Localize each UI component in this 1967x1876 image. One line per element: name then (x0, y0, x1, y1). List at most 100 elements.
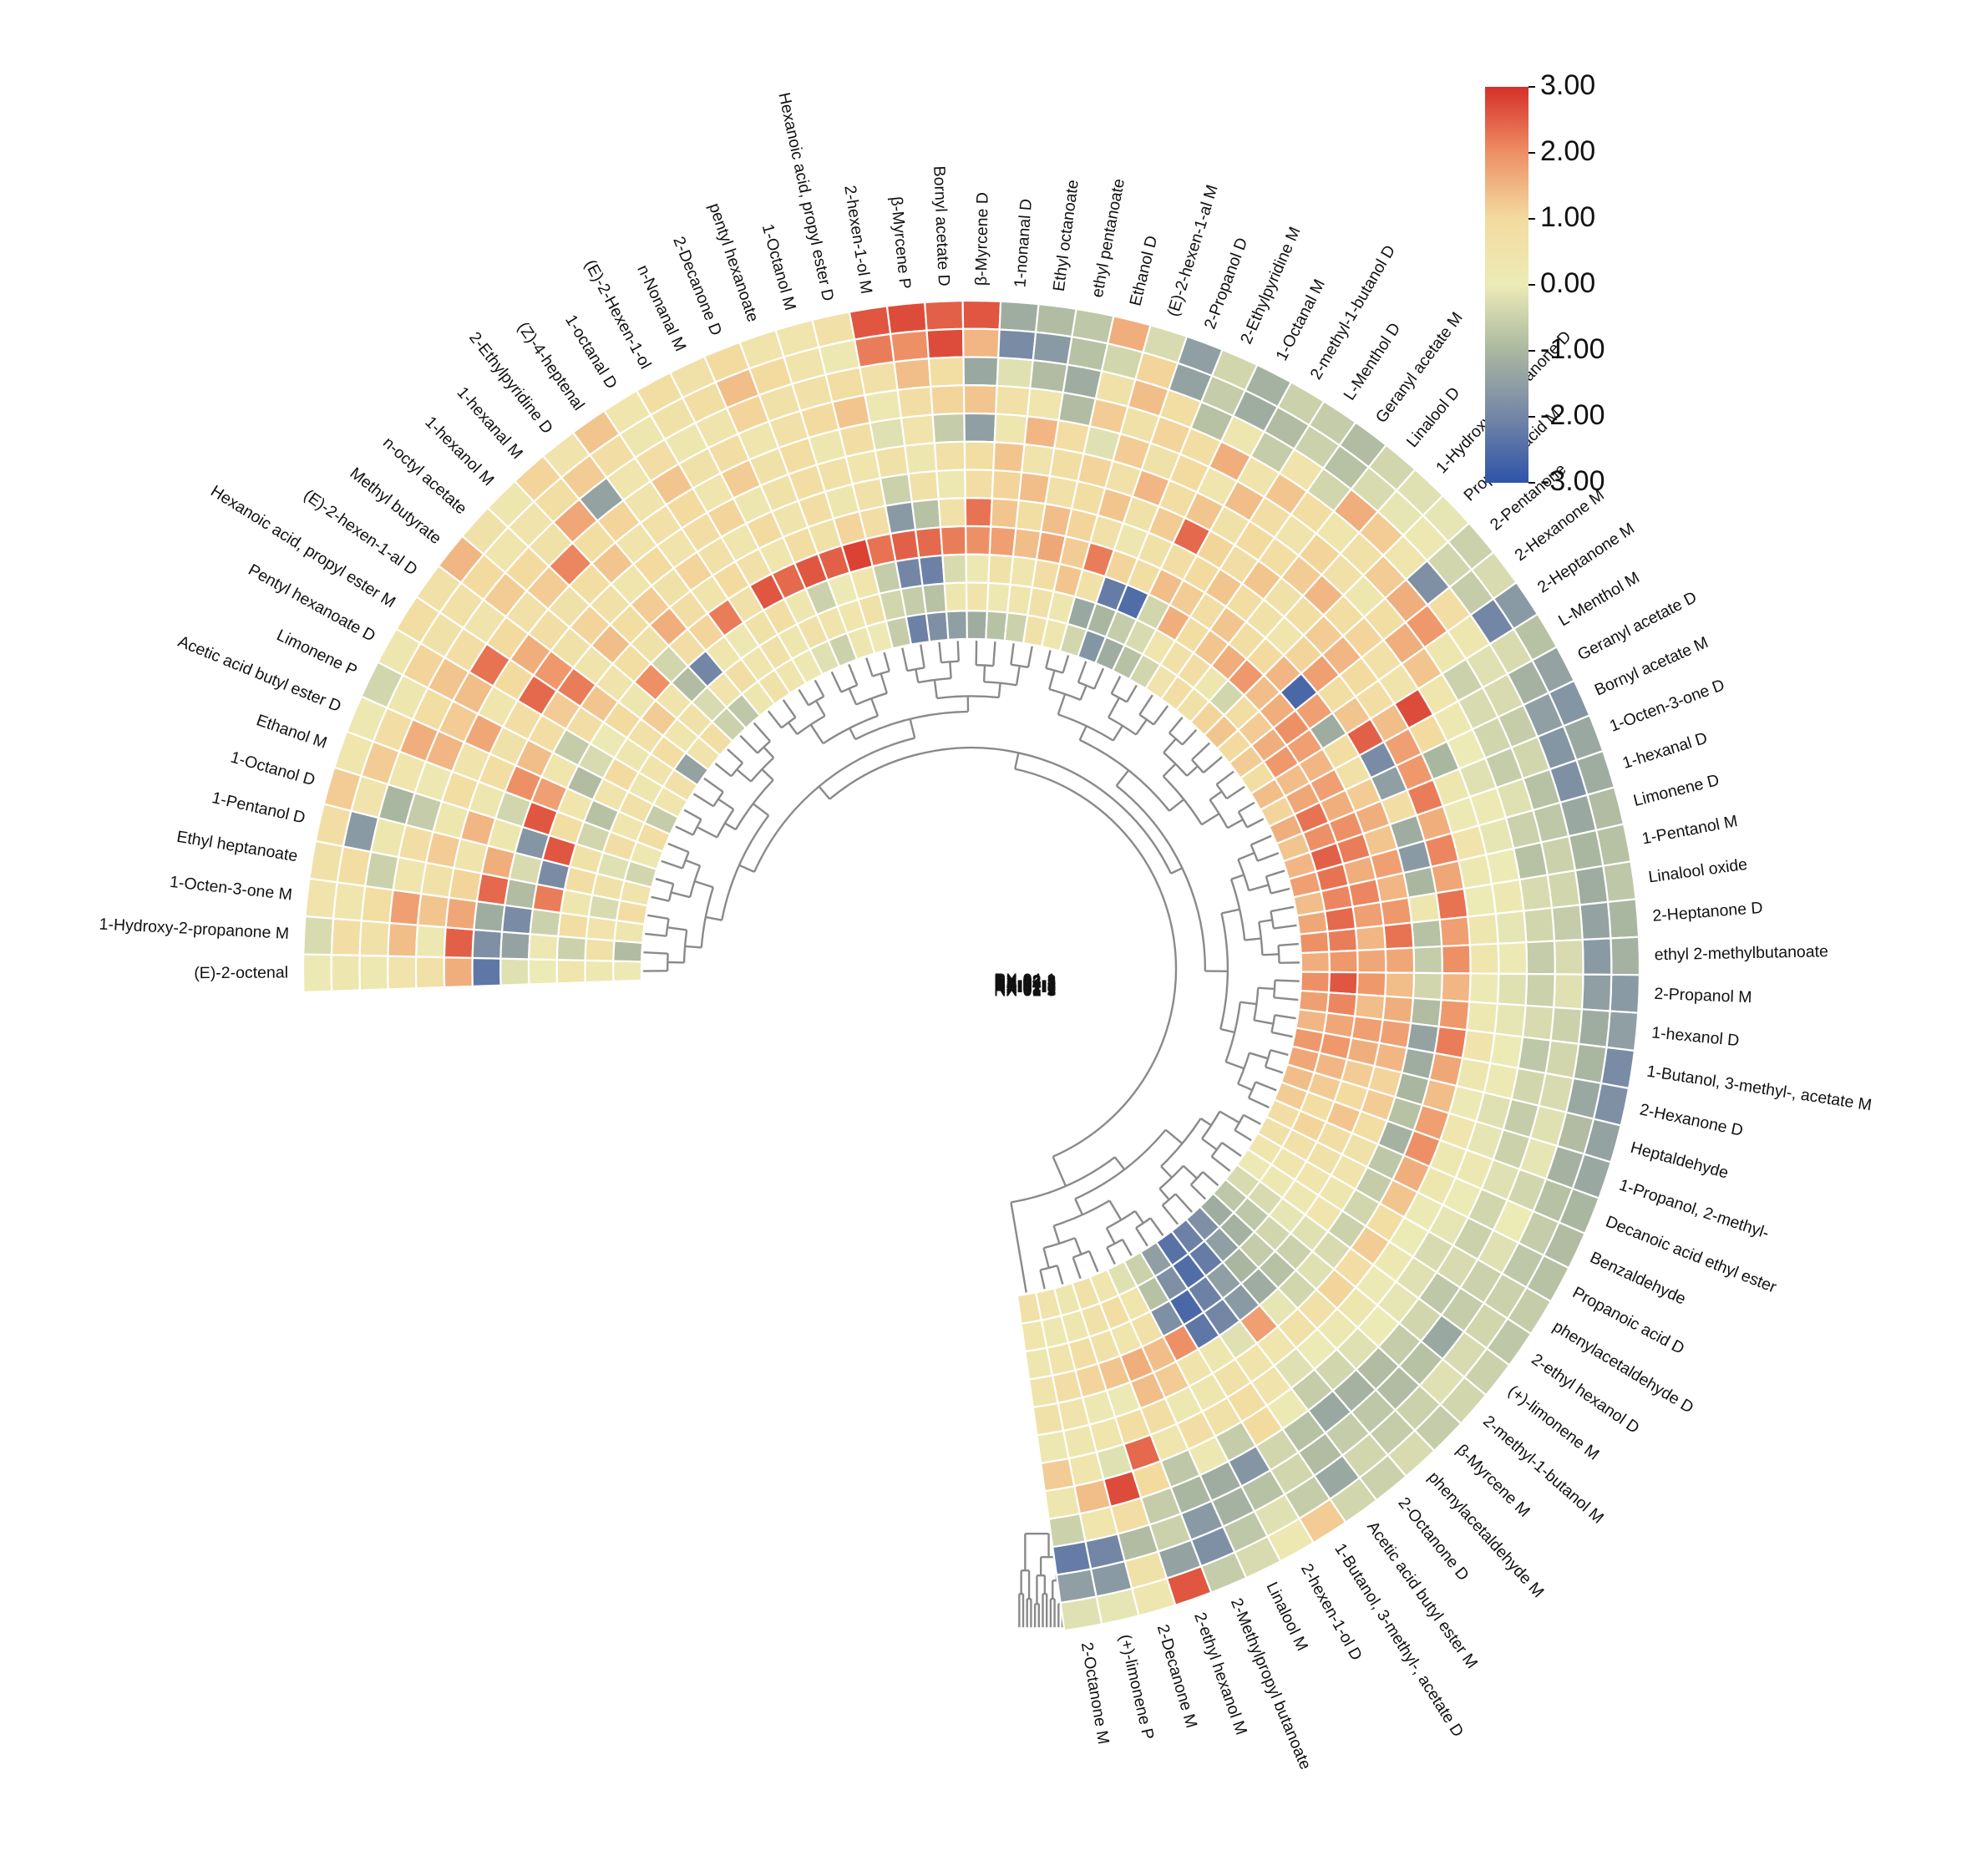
dendrogram-branch (1162, 763, 1177, 778)
dendrogram-branch (736, 768, 752, 783)
dendrogram-branch (814, 679, 825, 697)
heatmap-cell (1379, 896, 1413, 927)
dendrogram-branch (1259, 919, 1273, 924)
compound-label: Heptaldehyde (1629, 1138, 1731, 1183)
compound-label: Ethanol M (254, 711, 329, 753)
heatmap-cell (1328, 949, 1359, 974)
heatmap-cell (965, 553, 991, 585)
heatmap-cell (943, 581, 968, 613)
dendrogram-branch (1079, 685, 1087, 701)
dendrogram-branch (694, 880, 714, 889)
heatmap-cell (612, 960, 643, 983)
compound-label: 2-methyl-1-butanol M (1479, 1412, 1607, 1527)
sample-label: RX-01-3 (994, 982, 1056, 1001)
heatmap-cell (473, 900, 506, 933)
sample-labels: RX-01-3RX-01-2RX-02-2RX-02-1RX-02-3RX-01… (994, 971, 1056, 1001)
heatmap-cell (1036, 1429, 1070, 1464)
heatmap-cell (1326, 927, 1359, 953)
dendrogram-branch (1246, 818, 1265, 829)
heatmap-cell (931, 412, 966, 444)
heatmap-cell (925, 327, 965, 360)
compound-label: Limonene P (274, 626, 360, 680)
heatmap-cell (1437, 998, 1471, 1032)
dendrogram-branch (1248, 1097, 1270, 1108)
dendrogram-branch (1215, 770, 1234, 786)
heatmap-cell (500, 904, 535, 935)
dendrogram-branch (1255, 1081, 1277, 1092)
dendrogram-arc (757, 740, 771, 754)
heatmap-cell (1354, 924, 1387, 952)
dendrogram-branch (1015, 665, 1021, 686)
dendrogram-branch (818, 785, 831, 800)
heatmap-cell (1323, 905, 1357, 933)
heatmap-cell (918, 554, 945, 587)
heatmap-cell (1465, 1001, 1499, 1035)
compound-label: 2-Decanone M (1153, 1622, 1201, 1730)
heatmap-cell (1016, 1291, 1043, 1325)
heatmap-cell (1550, 904, 1584, 942)
heatmap-cell (1295, 910, 1329, 935)
heatmap-cell (584, 937, 616, 962)
colorbar-tick-label: 2.00 (1540, 135, 1595, 167)
compound-label: Linalool oxide (1647, 855, 1748, 887)
heatmap-cell (963, 412, 997, 444)
heatmap-cell (997, 328, 1037, 362)
heatmap-cell (1606, 898, 1640, 940)
heatmap-cell (1299, 971, 1331, 994)
heatmap-cell (993, 413, 1029, 446)
heatmap-cell (414, 956, 446, 990)
dendrogram-branch (651, 895, 670, 902)
dendrogram-branch (1230, 874, 1245, 880)
dendrogram-branch (1227, 819, 1244, 829)
heatmap-cell (930, 384, 966, 416)
heatmap-cell (443, 956, 474, 989)
compound-label: 1-Octanol M (758, 222, 799, 312)
dendrogram-branch (703, 777, 724, 793)
dendrogram-arc (1237, 1052, 1250, 1085)
dendrogram-branch (1010, 643, 1015, 665)
colorbar-tick-label: 1.00 (1540, 201, 1595, 233)
compound-label: Linalool M (1262, 1579, 1311, 1655)
heatmap-cell (907, 469, 940, 503)
dendrogram-arc (1046, 667, 1063, 674)
dendrogram-arc (855, 692, 888, 706)
heatmap-cell (1032, 331, 1073, 366)
dendrogram-branch (1078, 725, 1087, 741)
compound-label: ethyl pentanoate (1088, 177, 1128, 299)
dendrogram-branch (1219, 1027, 1235, 1034)
heatmap-cell (1468, 942, 1500, 975)
dendrogram-branch (667, 842, 689, 854)
heatmap-cell (921, 582, 948, 615)
heatmap-cell (330, 917, 362, 957)
dendrogram-branch (1027, 646, 1033, 668)
heatmap-cell (964, 469, 995, 499)
dendrogram-branch (870, 697, 880, 717)
dendrogram-branch (647, 914, 669, 920)
dendrogram-branch (915, 668, 920, 683)
dendrogram-branch (1164, 1128, 1184, 1145)
sample-label: RX-01-1 (994, 977, 1056, 996)
dendrogram-arc (1072, 1250, 1090, 1259)
dendrogram-arc (1258, 921, 1264, 956)
heatmap-cell (1463, 883, 1497, 918)
heatmap-cell (1440, 971, 1472, 1003)
dendrogram-branch (1265, 1066, 1284, 1074)
heatmap-cell (884, 500, 917, 535)
heatmap-cell (927, 356, 966, 388)
dendrogram-branch (798, 689, 810, 706)
heatmap-cell (330, 954, 362, 992)
dendrogram-branch (1203, 756, 1223, 773)
compound-label: 1-nonanal D (1011, 198, 1036, 288)
heatmap-cell (1384, 946, 1416, 974)
dendrogram-branch (1108, 1199, 1123, 1221)
heatmap-cell (1027, 1374, 1059, 1409)
sample-label: RX-02-3 (994, 978, 1056, 996)
dendrogram-branch (1273, 924, 1297, 930)
dendrogram-branch (1254, 1019, 1274, 1025)
dendrogram-branch (1234, 1129, 1252, 1142)
dendrogram-branch (752, 803, 769, 817)
dendrogram-branch (1126, 684, 1138, 703)
heatmap-cell (889, 529, 920, 563)
heatmap-cell (1579, 900, 1612, 941)
dendrogram-branch (643, 951, 668, 955)
